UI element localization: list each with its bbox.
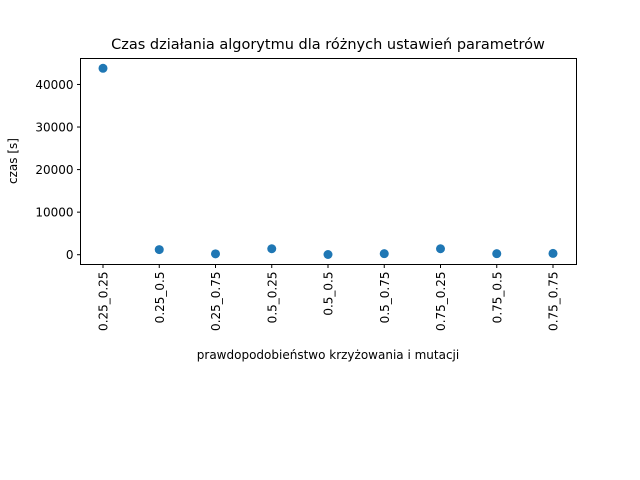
x-axis-label: prawdopodobieństwo krzyżowania i mutacji xyxy=(197,348,459,362)
x-tick-label: 0.5_0.25 xyxy=(265,272,279,324)
y-tick-label: 10000 xyxy=(35,206,73,220)
x-tick-label: 0.25_0.5 xyxy=(153,272,167,324)
data-point xyxy=(211,249,220,259)
x-tick-label: 0.25_0.75 xyxy=(209,272,223,331)
data-point xyxy=(98,63,108,73)
chart-title: Czas działania algorytmu dla różnych ust… xyxy=(111,37,545,53)
data-points xyxy=(98,63,558,259)
x-axis: 0.25_0.25 0.25_0.5 0.25_0.75 0.5_0.25 0.5_0.… xyxy=(97,264,561,331)
y-axis-label: czas [s] xyxy=(6,138,20,184)
y-tick-label: 40000 xyxy=(35,78,73,92)
y-tick-label: 30000 xyxy=(35,121,73,135)
data-point xyxy=(379,249,389,259)
data-point xyxy=(323,249,333,259)
data-point xyxy=(267,244,277,254)
data-point xyxy=(436,244,445,254)
plot-frame xyxy=(80,58,577,265)
x-tick-label: 0.25_0.25 xyxy=(97,272,111,331)
x-tick-label: 0.75_0.5 xyxy=(490,272,504,324)
y-axis: 0 10000 20000 30000 40000 xyxy=(35,78,81,262)
plot-area xyxy=(80,58,577,265)
x-tick-label: 0.75_0.75 xyxy=(547,272,561,331)
y-tick-label: 20000 xyxy=(35,163,73,177)
x-tick-label: 0.75_0.25 xyxy=(434,272,448,331)
x-tick-label: 0.5_0.75 xyxy=(378,272,392,324)
data-point xyxy=(548,248,558,258)
data-point xyxy=(492,249,502,259)
data-point xyxy=(154,245,164,255)
y-tick-label: 0 xyxy=(66,248,74,262)
x-tick-label: 0.5_0.5 xyxy=(322,272,336,316)
